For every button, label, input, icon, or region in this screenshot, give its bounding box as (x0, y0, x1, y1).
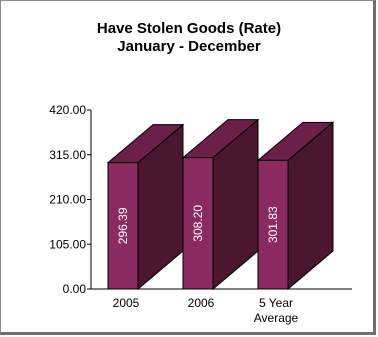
y-tick-label: 0.00 (63, 282, 87, 296)
x-tick-label: 2005 (113, 296, 140, 310)
bar-value-label: 308.20 (191, 205, 205, 242)
bar (107, 162, 139, 290)
bar-value-label: 296.39 (116, 207, 130, 244)
y-tick-label: 105.00 (49, 237, 86, 251)
x-tick-label: 5 Year (259, 296, 293, 310)
bar (257, 159, 289, 290)
chart-subtitle: January - December (117, 38, 261, 55)
chart-title: Have Stolen Goods (Rate) (96, 20, 282, 37)
y-tick-label: 210.00 (49, 193, 86, 207)
y-tick-label: 420.00 (49, 103, 86, 117)
bar-value-label: 301.83 (266, 206, 280, 243)
bar (182, 157, 214, 290)
y-tick-label: 315.00 (49, 148, 86, 162)
x-tick-label: Average (254, 311, 299, 325)
x-tick-label: 2006 (188, 296, 215, 310)
